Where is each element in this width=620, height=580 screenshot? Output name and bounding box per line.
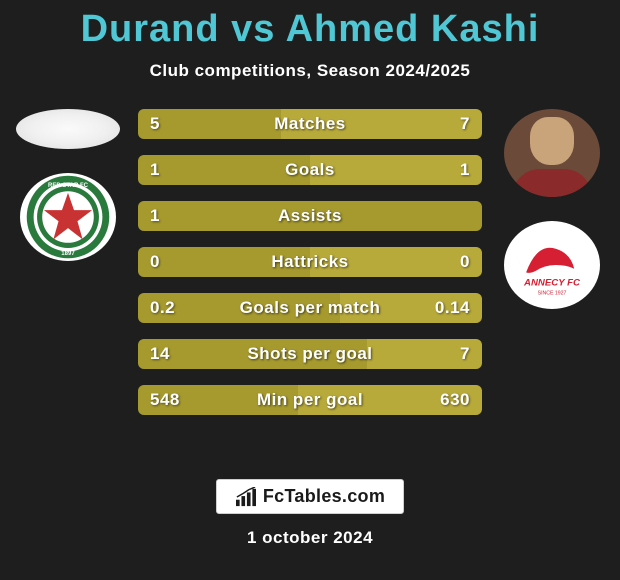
stat-value-left: 0 xyxy=(150,252,160,272)
stat-value-left: 1 xyxy=(150,160,160,180)
stat-bar-right xyxy=(310,155,482,185)
club-logo-left: RED STAR FC 1897 xyxy=(20,173,116,261)
stat-row: 0 0 Hattricks xyxy=(138,247,482,277)
stat-label: Hattricks xyxy=(271,252,348,272)
redstar-icon: RED STAR FC 1897 xyxy=(25,174,111,260)
annecy-icon: ANNECY FC SINCE 1927 xyxy=(515,228,589,302)
svg-text:SINCE 1927: SINCE 1927 xyxy=(538,291,567,297)
comparison-panel: RED STAR FC 1897 ANNECY FC SINCE 1927 5 7… xyxy=(0,109,620,415)
stat-row: 14 7 Shots per goal xyxy=(138,339,482,369)
svg-text:ANNECY FC: ANNECY FC xyxy=(523,278,581,289)
stat-row: 5 7 Matches xyxy=(138,109,482,139)
stat-label: Goals per match xyxy=(240,298,381,318)
stat-label: Matches xyxy=(274,114,346,134)
stat-row: 1 1 Goals xyxy=(138,155,482,185)
stat-value-left: 5 xyxy=(150,114,160,134)
stat-value-right: 0.14 xyxy=(435,298,470,318)
subtitle: Club competitions, Season 2024/2025 xyxy=(0,61,620,81)
date-text: 1 october 2024 xyxy=(247,528,373,548)
stat-label: Shots per goal xyxy=(247,344,372,364)
footer: FcTables.com 1 october 2024 xyxy=(0,479,620,548)
stat-bars: 57Matches11Goals1Assists00Hattricks0.20.… xyxy=(138,109,482,415)
page-title: Durand vs Ahmed Kashi xyxy=(0,0,620,51)
brand-chart-icon xyxy=(235,487,257,507)
svg-text:1897: 1897 xyxy=(61,251,75,257)
player-left-silhouette xyxy=(16,109,120,149)
stat-label: Min per goal xyxy=(257,390,363,410)
stat-value-left: 0.2 xyxy=(150,298,175,318)
stat-row: 0.2 0.14 Goals per match xyxy=(138,293,482,323)
stat-row: 1 Assists xyxy=(138,201,482,231)
stat-value-right: 7 xyxy=(460,114,470,134)
club-logo-right: ANNECY FC SINCE 1927 xyxy=(504,221,600,309)
brand-text: FcTables.com xyxy=(263,486,385,507)
stat-value-left: 14 xyxy=(150,344,170,364)
player-right-photo xyxy=(504,109,600,197)
left-player-column: RED STAR FC 1897 xyxy=(8,109,128,261)
stat-value-right: 630 xyxy=(440,390,470,410)
stat-value-right: 7 xyxy=(460,344,470,364)
stat-value-left: 548 xyxy=(150,390,180,410)
svg-text:RED STAR FC: RED STAR FC xyxy=(48,183,89,189)
brand-box: FcTables.com xyxy=(216,479,404,514)
stat-label: Goals xyxy=(285,160,335,180)
right-player-column: ANNECY FC SINCE 1927 xyxy=(492,109,612,309)
stat-label: Assists xyxy=(278,206,342,226)
stat-value-right: 1 xyxy=(460,160,470,180)
stat-value-left: 1 xyxy=(150,206,160,226)
stat-row: 548 630 Min per goal xyxy=(138,385,482,415)
stat-value-right: 0 xyxy=(460,252,470,272)
